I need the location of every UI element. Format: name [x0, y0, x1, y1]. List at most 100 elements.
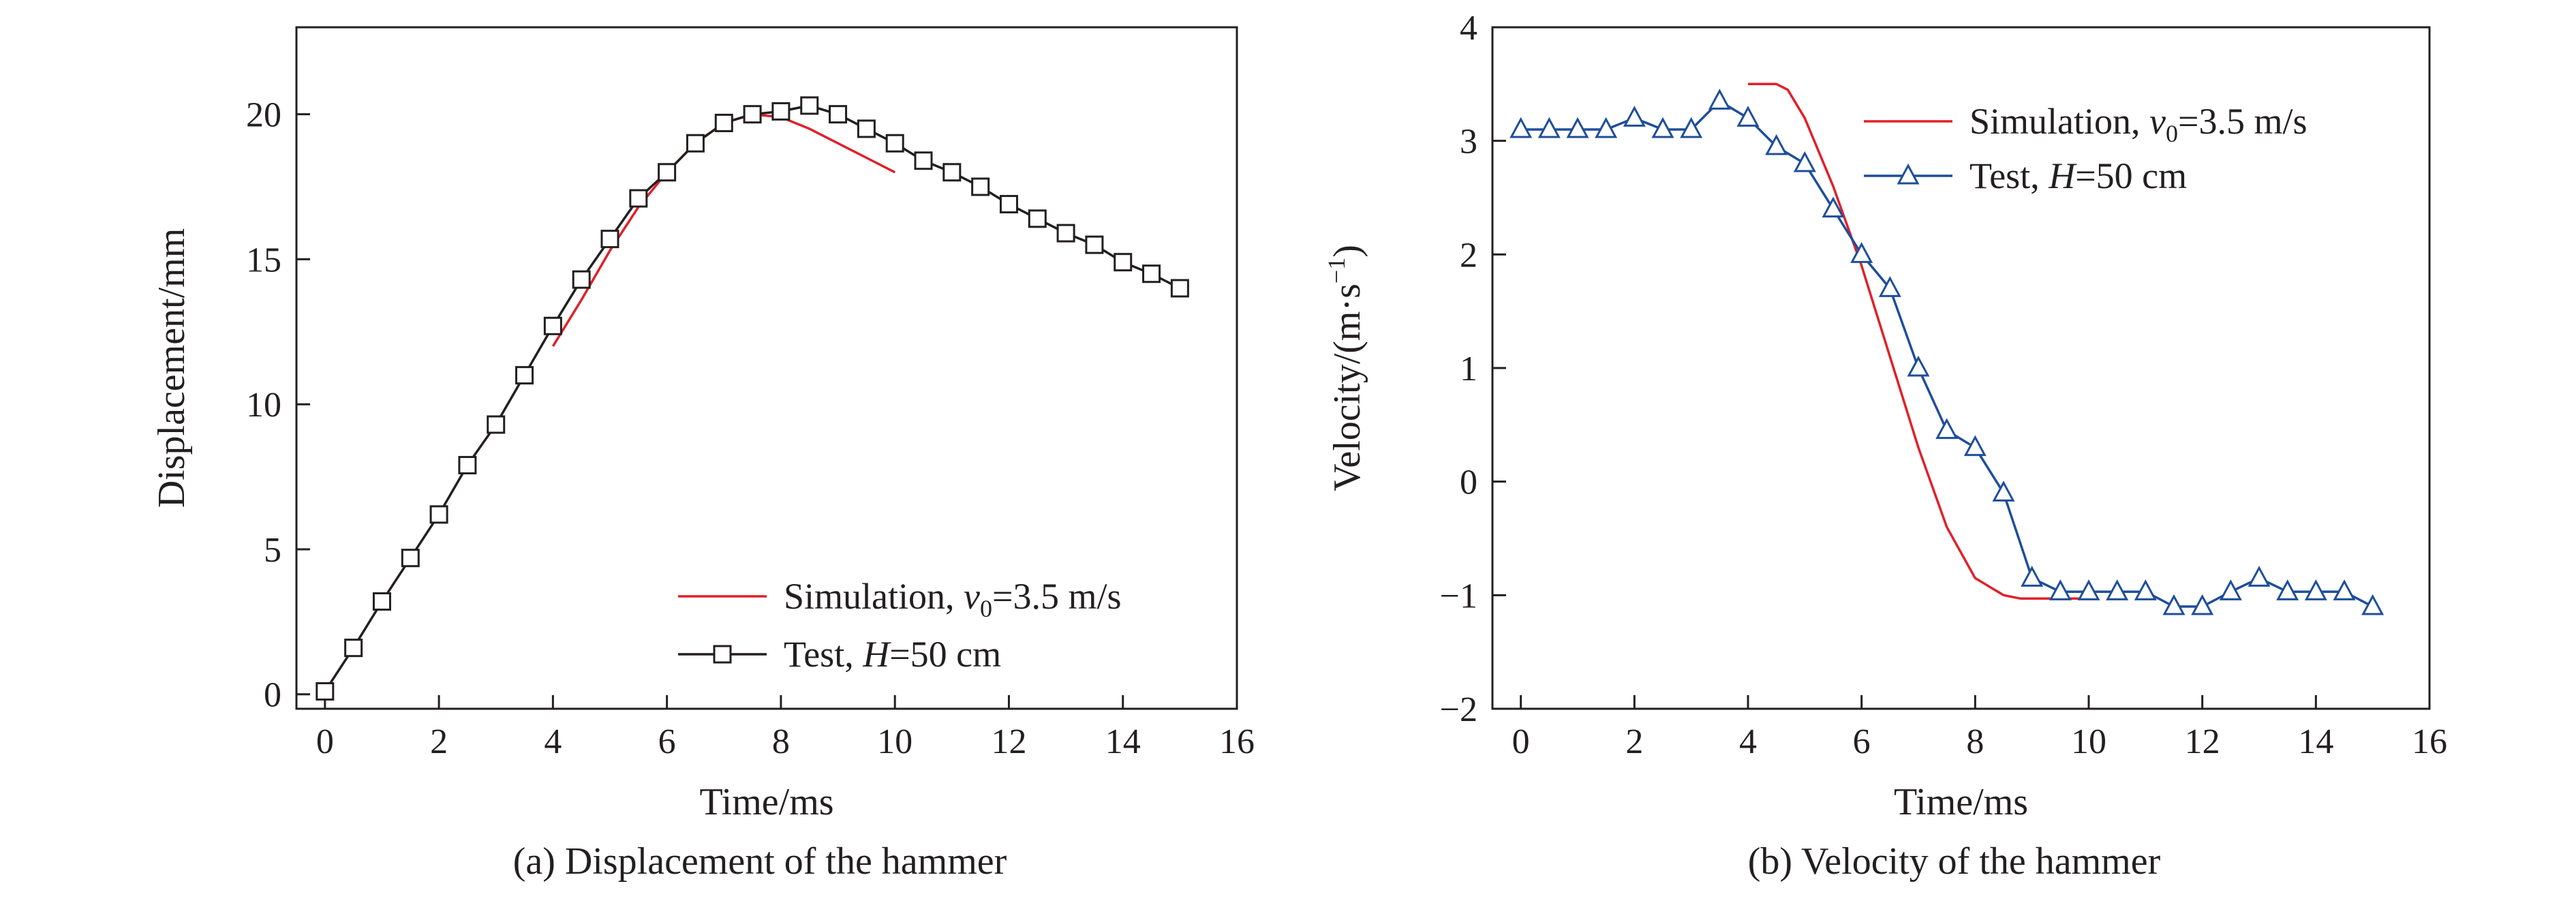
data-point: [2248, 566, 2271, 587]
data-point: [885, 134, 904, 153]
data-point: [829, 105, 848, 124]
data-point: [2276, 579, 2299, 600]
data-point: [1992, 480, 2015, 502]
y-tick-label: 0: [264, 676, 281, 715]
data-point: [1056, 224, 1075, 243]
legend-label-symbol: v: [2149, 101, 2166, 142]
data-point: [971, 177, 990, 196]
data-point: [1170, 279, 1189, 298]
data-point: [999, 195, 1018, 214]
legend-label-part: =50 cm: [2075, 155, 2187, 196]
y-tick-label: 5: [264, 531, 281, 570]
data-point: [515, 366, 534, 385]
y-axis-label-part: ): [1326, 245, 1368, 258]
data-point: [1566, 117, 1589, 138]
legend-label-subscript: 0: [980, 595, 992, 622]
data-point: [1651, 117, 1674, 138]
x-tick-label: 6: [658, 722, 676, 761]
data-point: [458, 456, 477, 475]
data-point: [429, 505, 448, 524]
data-point: [1537, 117, 1561, 138]
data-point: [1822, 196, 1845, 218]
data-point: [714, 113, 733, 132]
data-point: [942, 163, 962, 182]
data-point: [2162, 594, 2186, 615]
x-tick-label: 14: [2298, 722, 2333, 761]
y-axis-label: Velocity/(m·s−1): [1323, 245, 1368, 491]
legend-label-part: =3.5 m/s: [2178, 101, 2307, 142]
simulation-series: [1748, 82, 2089, 600]
test-series: [1509, 89, 2385, 615]
data-point: [2134, 579, 2157, 600]
data-point: [1793, 151, 1816, 172]
y-axis-label: Displacement/mm: [151, 228, 193, 508]
data-point: [487, 415, 506, 434]
x-tick-label: 16: [2412, 722, 2447, 761]
data-point: [2077, 579, 2100, 600]
data-point: [344, 639, 363, 658]
data-point: [857, 119, 876, 138]
y-tick-label: 20: [246, 96, 281, 135]
figure-caption: (b) Velocity of the hammer: [1748, 840, 2161, 883]
data-point: [1907, 355, 1930, 377]
x-tick-label: 14: [1105, 722, 1141, 761]
test-series: [316, 96, 1189, 701]
legend-label: Simulation, v0=3.5 m/s: [1969, 101, 2307, 147]
x-tick-label: 4: [1739, 722, 1757, 761]
y-tick-label: 4: [1460, 9, 1477, 48]
data-point: [743, 105, 762, 124]
data-point: [572, 270, 591, 289]
data-point: [1935, 418, 1959, 440]
data-point: [1509, 117, 1533, 138]
x-tick-label: 10: [877, 722, 913, 761]
x-tick-label: 4: [544, 722, 562, 761]
data-point: [2304, 579, 2327, 600]
data-point: [1680, 117, 1703, 138]
data-point: [401, 549, 420, 568]
velocity-chart: 0 2 4 6 8 10 12 14 16−2−101234Time/msVelocity/(m…: [1323, 9, 2447, 883]
legend-label: Test, H=50 cm: [1969, 155, 2187, 196]
x-tick-label: 12: [991, 722, 1026, 761]
data-point: [316, 682, 335, 701]
y-tick-label: 2: [1460, 236, 1477, 275]
legend-label-part: Test,: [1969, 155, 2049, 196]
y-tick-label: 15: [246, 241, 281, 279]
legend-label-symbol: H: [2048, 155, 2077, 196]
y-tick-label: 3: [1460, 123, 1477, 162]
legend-entry: Test, H=50 cm: [1864, 155, 2187, 196]
legend-marker: [1897, 163, 1920, 185]
legend-label: Test, H=50 cm: [784, 634, 1001, 675]
legend-label-part: =3.5 m/s: [992, 576, 1121, 617]
data-point: [1708, 89, 1731, 110]
y-tick-label: −2: [1440, 690, 1477, 729]
x-axis-label: Time/ms: [699, 781, 833, 823]
data-point: [800, 96, 819, 115]
x-tick-label: 8: [1966, 722, 1984, 761]
data-point: [914, 151, 933, 170]
x-tick-label: 10: [2071, 722, 2106, 761]
legend-label-symbol: v: [964, 576, 980, 617]
legend-entry: Simulation, v0=3.5 m/s: [678, 576, 1121, 622]
plot-frame: [295, 26, 1238, 710]
data-point: [2333, 579, 2356, 600]
data-point: [629, 189, 648, 208]
data-point: [2021, 566, 2044, 587]
data-point: [1736, 106, 1760, 127]
legend-entry: Simulation, v0=3.5 m/s: [1864, 101, 2307, 147]
y-axis-label-part: Velocity/(m·s: [1326, 284, 1368, 491]
data-point: [1142, 264, 1161, 284]
x-tick-label: 0: [1512, 722, 1530, 761]
x-tick-label: 2: [430, 722, 448, 761]
data-point: [1963, 435, 1987, 457]
series-line: [1748, 82, 2089, 600]
y-axis-label-superscript: −1: [1323, 258, 1350, 284]
data-point: [543, 316, 562, 335]
y-tick-label: 0: [1460, 463, 1477, 502]
x-tick-label: 8: [772, 722, 790, 761]
x-tick-label: 6: [1853, 722, 1871, 761]
data-point: [1595, 117, 1618, 138]
data-point: [2191, 594, 2214, 615]
legend-label-part: Test,: [784, 634, 863, 675]
data-point: [686, 134, 705, 153]
